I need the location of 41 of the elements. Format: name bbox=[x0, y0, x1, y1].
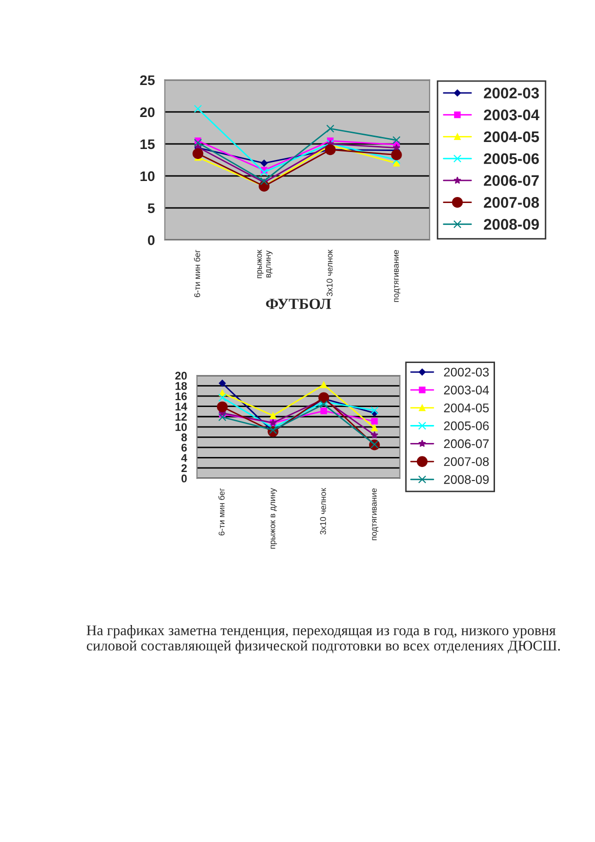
x-tick-label: прыжок вдлину bbox=[257, 250, 272, 278]
legend-label: 2008-09 bbox=[444, 475, 489, 484]
legend-label: 2007-08 bbox=[484, 197, 539, 208]
chart-title: ФУТБОЛ bbox=[266, 298, 332, 310]
x-tick-label: подтягивание bbox=[372, 488, 378, 540]
y-tick-label: 10 bbox=[140, 171, 155, 182]
y-tick-label: 16 bbox=[176, 392, 187, 400]
y-tick-label: 2 bbox=[181, 464, 187, 472]
legend-label: 2002-03 bbox=[484, 88, 539, 98]
legend-label: 2005-06 bbox=[484, 153, 539, 164]
x-tick-label: 6-ти мин бег bbox=[218, 488, 225, 536]
legend-label: 2004-05 bbox=[444, 403, 489, 412]
x-tick-label: 3х10 челнок bbox=[326, 250, 333, 296]
legend-label: 2008-09 bbox=[484, 218, 539, 230]
x-tick-label: подтягивание bbox=[394, 250, 400, 302]
legend-label: 2007-08 bbox=[444, 457, 489, 466]
legend-label: 2002-03 bbox=[444, 368, 489, 377]
x-tick-label: 3х10 челнок bbox=[320, 488, 326, 534]
y-tick-label: 15 bbox=[140, 139, 155, 150]
y-tick-label: 18 bbox=[176, 382, 187, 390]
y-tick-label: 20 bbox=[140, 107, 155, 118]
legend-label: 2003-04 bbox=[484, 110, 540, 120]
y-tick-label: 4 bbox=[181, 454, 188, 462]
y-tick-label: 6 bbox=[181, 444, 187, 452]
x-tick-label: прыжок в длину bbox=[270, 488, 277, 549]
text: На графиках заметна тенденция, переходящая из года в год, низкого уровня силовой составляющей физической подготовки во всех отделениях ДЮСШ. bbox=[86, 625, 560, 654]
x-tick-label: 6-ти мин бег bbox=[194, 250, 200, 298]
legend-label: 2004-05 bbox=[484, 131, 540, 142]
legend-label: 2003-04 bbox=[444, 386, 489, 394]
y-tick-label: 0 bbox=[148, 235, 155, 246]
y-tick-label: 5 bbox=[148, 203, 155, 214]
legend-label: 2006-07 bbox=[444, 439, 489, 448]
y-tick-label: 10 bbox=[176, 423, 187, 432]
y-tick-label: 20 bbox=[175, 372, 187, 380]
y-tick-label: 12 bbox=[176, 412, 187, 421]
y-tick-label: 0 bbox=[181, 474, 187, 482]
y-tick-label: 8 bbox=[181, 433, 187, 442]
legend-label: 2006-07 bbox=[484, 175, 539, 186]
legend-label: 2005-06 bbox=[444, 421, 489, 430]
y-tick-label: 14 bbox=[176, 402, 188, 410]
y-tick-label: 25 bbox=[140, 75, 155, 86]
